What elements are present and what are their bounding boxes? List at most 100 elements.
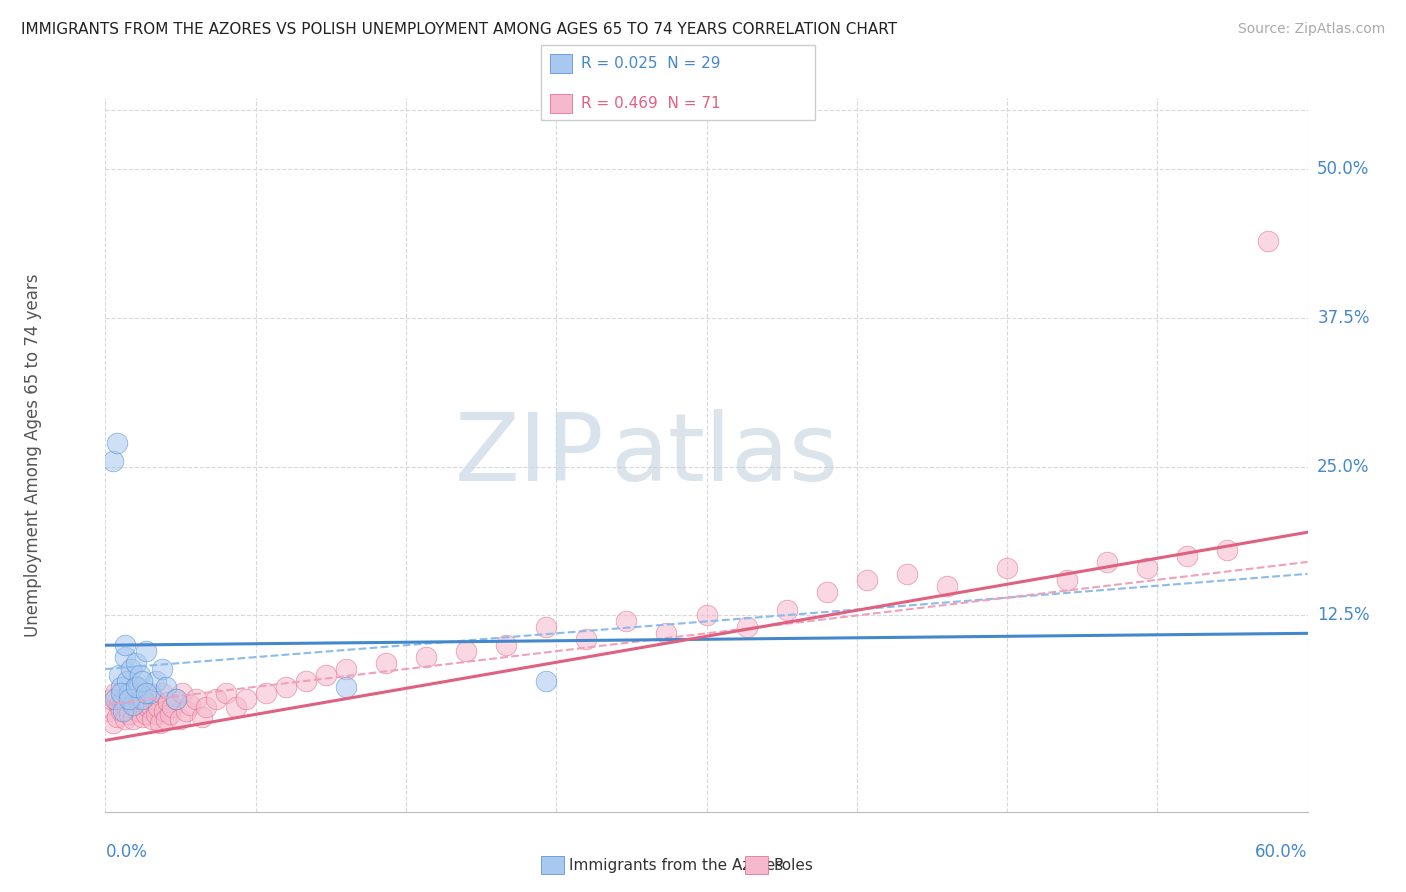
- Point: [114, 712, 136, 726]
- Point: [138, 698, 160, 712]
- Point: [335, 662, 357, 676]
- Point: [110, 686, 132, 700]
- Point: [112, 691, 135, 706]
- Point: [165, 691, 187, 706]
- Point: [108, 668, 131, 682]
- Point: [190, 709, 212, 723]
- Point: [454, 644, 477, 658]
- Point: [1177, 549, 1199, 563]
- Point: [121, 662, 143, 676]
- Point: [98, 704, 121, 718]
- Point: [616, 615, 638, 629]
- Point: [124, 686, 146, 700]
- Point: [136, 700, 159, 714]
- Point: [165, 691, 187, 706]
- Point: [122, 698, 145, 712]
- Point: [117, 673, 139, 688]
- Point: [776, 602, 799, 616]
- Point: [110, 680, 132, 694]
- Point: [138, 686, 160, 700]
- Point: [204, 691, 226, 706]
- Point: [128, 668, 150, 682]
- Text: Poles: Poles: [773, 858, 813, 872]
- Point: [150, 662, 173, 676]
- Point: [1136, 561, 1159, 575]
- Point: [159, 707, 181, 722]
- Text: R = 0.025  N = 29: R = 0.025 N = 29: [581, 56, 720, 70]
- Point: [415, 650, 437, 665]
- Point: [174, 704, 197, 718]
- Point: [131, 709, 153, 723]
- Point: [104, 686, 127, 700]
- Point: [534, 673, 557, 688]
- Point: [374, 656, 398, 670]
- Text: 12.5%: 12.5%: [1317, 607, 1369, 624]
- Point: [214, 686, 236, 700]
- Point: [112, 704, 135, 718]
- Point: [184, 691, 207, 706]
- Point: [655, 626, 678, 640]
- Point: [235, 691, 257, 706]
- Point: [104, 691, 127, 706]
- Point: [132, 691, 155, 706]
- Point: [145, 707, 167, 722]
- Point: [254, 686, 277, 700]
- Point: [225, 700, 247, 714]
- Point: [118, 686, 141, 700]
- Point: [179, 698, 201, 712]
- Point: [696, 608, 718, 623]
- Point: [855, 573, 877, 587]
- Point: [117, 700, 139, 714]
- Point: [274, 680, 297, 694]
- Point: [103, 715, 125, 730]
- Point: [295, 673, 318, 688]
- Text: 50.0%: 50.0%: [1317, 161, 1369, 178]
- Point: [118, 707, 141, 722]
- Point: [100, 691, 122, 706]
- Point: [896, 566, 918, 581]
- Point: [150, 686, 173, 700]
- Point: [152, 704, 174, 718]
- Point: [128, 698, 150, 712]
- Point: [141, 712, 163, 726]
- Point: [108, 698, 131, 712]
- Point: [142, 691, 165, 706]
- Point: [1097, 555, 1119, 569]
- Point: [169, 712, 191, 726]
- Point: [156, 695, 179, 709]
- Point: [194, 700, 217, 714]
- Point: [1056, 573, 1078, 587]
- Text: atlas: atlas: [610, 409, 838, 501]
- Point: [114, 638, 136, 652]
- Text: Immigrants from the Azores: Immigrants from the Azores: [569, 858, 783, 872]
- Point: [135, 707, 157, 722]
- Point: [155, 680, 177, 694]
- Text: IMMIGRANTS FROM THE AZORES VS POLISH UNEMPLOYMENT AMONG AGES 65 TO 74 YEARS CORR: IMMIGRANTS FROM THE AZORES VS POLISH UNE…: [21, 22, 897, 37]
- Point: [145, 673, 167, 688]
- Point: [122, 712, 145, 726]
- Point: [148, 715, 170, 730]
- Point: [124, 656, 146, 670]
- Point: [534, 620, 557, 634]
- Point: [114, 650, 136, 665]
- Point: [155, 712, 177, 726]
- Point: [110, 704, 132, 718]
- Point: [121, 695, 143, 709]
- Text: 60.0%: 60.0%: [1256, 843, 1308, 861]
- Point: [124, 680, 146, 694]
- Point: [103, 454, 125, 468]
- Point: [575, 632, 598, 647]
- Point: [131, 673, 153, 688]
- Text: 25.0%: 25.0%: [1317, 458, 1369, 475]
- Text: 37.5%: 37.5%: [1317, 310, 1369, 327]
- Point: [815, 584, 838, 599]
- Point: [135, 686, 157, 700]
- Point: [315, 668, 337, 682]
- Point: [107, 436, 129, 450]
- Text: ZIP: ZIP: [454, 409, 605, 501]
- Point: [127, 704, 149, 718]
- Point: [160, 700, 183, 714]
- Point: [1257, 234, 1279, 248]
- Point: [335, 680, 357, 694]
- Point: [936, 579, 959, 593]
